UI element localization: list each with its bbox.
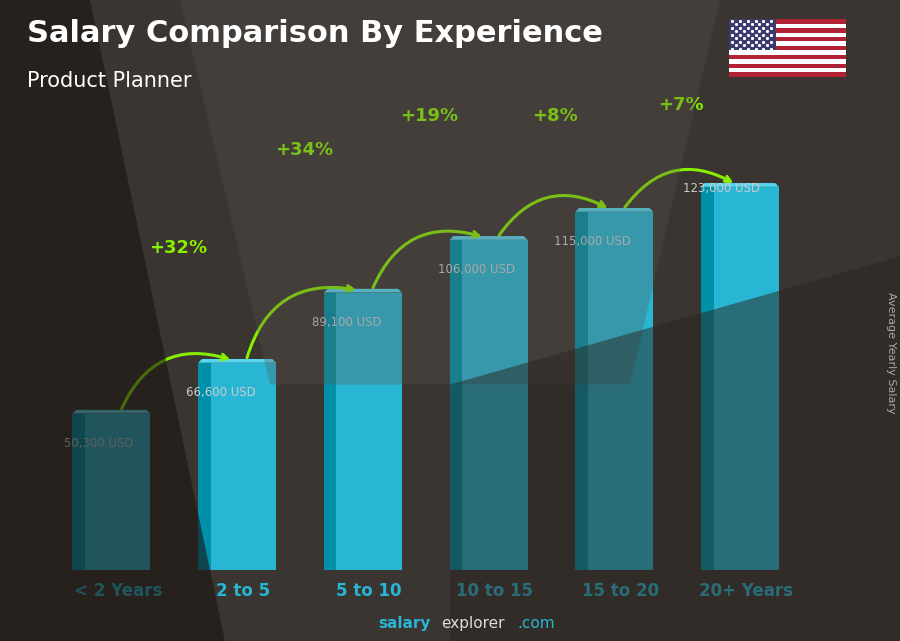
Bar bbox=[714, 187, 779, 570]
Polygon shape bbox=[73, 413, 85, 570]
Text: 106,000 USD: 106,000 USD bbox=[437, 263, 515, 276]
Bar bbox=[729, 19, 846, 24]
Bar bbox=[729, 59, 846, 63]
Polygon shape bbox=[198, 359, 276, 363]
Bar bbox=[729, 33, 846, 37]
Bar bbox=[337, 292, 401, 570]
Text: Average Yearly Salary: Average Yearly Salary bbox=[886, 292, 896, 413]
Text: +32%: +32% bbox=[149, 240, 207, 258]
Text: +34%: +34% bbox=[274, 141, 333, 159]
Polygon shape bbox=[0, 0, 225, 641]
Bar bbox=[729, 54, 846, 59]
Bar bbox=[463, 240, 527, 570]
Bar bbox=[211, 363, 276, 570]
Polygon shape bbox=[450, 240, 463, 570]
Text: .com: .com bbox=[518, 617, 555, 631]
Bar bbox=[588, 212, 653, 570]
Polygon shape bbox=[701, 183, 779, 187]
Bar bbox=[729, 19, 776, 50]
Bar bbox=[729, 63, 846, 68]
Bar bbox=[729, 28, 846, 33]
Polygon shape bbox=[73, 410, 150, 413]
Text: salary: salary bbox=[378, 617, 430, 631]
Polygon shape bbox=[198, 363, 211, 570]
Text: Salary Comparison By Experience: Salary Comparison By Experience bbox=[27, 19, 603, 48]
Text: 115,000 USD: 115,000 USD bbox=[554, 235, 632, 248]
Text: explorer: explorer bbox=[441, 617, 505, 631]
Polygon shape bbox=[450, 256, 900, 641]
Polygon shape bbox=[324, 292, 337, 570]
Bar bbox=[85, 413, 150, 570]
Text: +7%: +7% bbox=[658, 96, 704, 114]
Bar bbox=[729, 72, 846, 77]
Text: 89,100 USD: 89,100 USD bbox=[311, 316, 382, 329]
Bar bbox=[729, 24, 846, 28]
Polygon shape bbox=[575, 212, 588, 570]
Text: +8%: +8% bbox=[532, 107, 578, 125]
Polygon shape bbox=[180, 0, 720, 385]
Bar bbox=[729, 68, 846, 72]
Text: Product Planner: Product Planner bbox=[27, 71, 192, 90]
Text: +19%: +19% bbox=[400, 107, 458, 125]
Bar bbox=[729, 46, 846, 50]
Polygon shape bbox=[324, 289, 401, 292]
Bar bbox=[729, 37, 846, 42]
Polygon shape bbox=[575, 208, 653, 212]
Polygon shape bbox=[701, 187, 714, 570]
Bar bbox=[729, 50, 846, 54]
Text: 50,300 USD: 50,300 USD bbox=[64, 437, 133, 450]
Bar bbox=[729, 42, 846, 46]
Polygon shape bbox=[450, 236, 527, 240]
Text: 123,000 USD: 123,000 USD bbox=[682, 182, 760, 195]
Text: 66,600 USD: 66,600 USD bbox=[186, 386, 256, 399]
